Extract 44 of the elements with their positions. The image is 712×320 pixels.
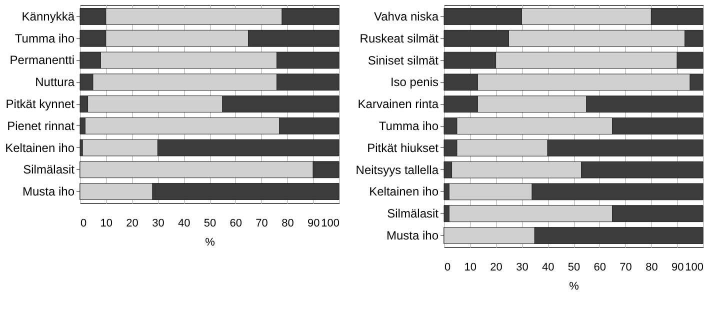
x-tick-label: 60 (230, 218, 242, 230)
x-tick-label: 20 (126, 218, 138, 230)
y-tick-label: Tumma iho (14, 31, 75, 46)
y-tick-label: Vahva niska (374, 10, 439, 24)
x-tick-label: 30 (152, 218, 164, 230)
y-tick-label: Siniset silmät (368, 53, 440, 68)
x-tick-label: 100 (321, 218, 340, 230)
x-tick-label: 40 (542, 262, 554, 274)
x-tick-label: 0 (80, 218, 87, 230)
y-tick-label: Pitkät kynnet (6, 97, 76, 111)
x-axis-title: % (569, 280, 580, 292)
y-tick-label: Musta iho (386, 228, 439, 242)
x-tick-label: 70 (256, 218, 268, 230)
x-tick-label: 70 (620, 262, 632, 274)
x-tick-label: 90 (671, 262, 684, 274)
x-tick-label: 10 (100, 218, 113, 230)
y-tick-label: Pitkät hiukset (367, 140, 440, 155)
x-tick-label: 100 (685, 262, 704, 274)
y-tick-label: Silmälasit (387, 206, 440, 221)
x-tick-label: 20 (490, 262, 502, 274)
y-tick-label: Permanentti (10, 53, 74, 68)
y-tick-label: Keltainen iho (369, 184, 439, 199)
y-tick-label: Neitsyys tallella (356, 162, 439, 177)
y-tick-label: Karvainen rinta (358, 97, 439, 112)
x-tick-label: 50 (568, 262, 580, 274)
x-tick-label: 80 (646, 262, 658, 274)
x-tick-label: 50 (204, 218, 216, 230)
x-tick-label: 90 (307, 218, 320, 230)
x-tick-label: 10 (464, 262, 477, 274)
y-tick-label: Iso penis (390, 75, 438, 90)
y-tick-label: Tumma iho (378, 119, 439, 133)
y-tick-label: Nuttura (35, 75, 75, 90)
y-tick-label: Pienet rinnat (7, 118, 76, 133)
x-axis-title: % (205, 236, 216, 248)
x-tick-label: 0 (444, 262, 451, 274)
x-tick-label: 40 (178, 218, 190, 230)
y-tick-label: Silmälasit (23, 162, 76, 177)
y-tick-label: Ruskeat silmät (360, 31, 440, 46)
y-tick-label: Musta iho (22, 184, 75, 199)
y-tick-label: Keltainen iho (5, 140, 75, 155)
x-tick-label: 60 (594, 262, 606, 274)
x-tick-label: 80 (282, 218, 294, 230)
x-tick-label: 30 (516, 262, 528, 274)
y-tick-label: Kännykkä (22, 9, 75, 24)
